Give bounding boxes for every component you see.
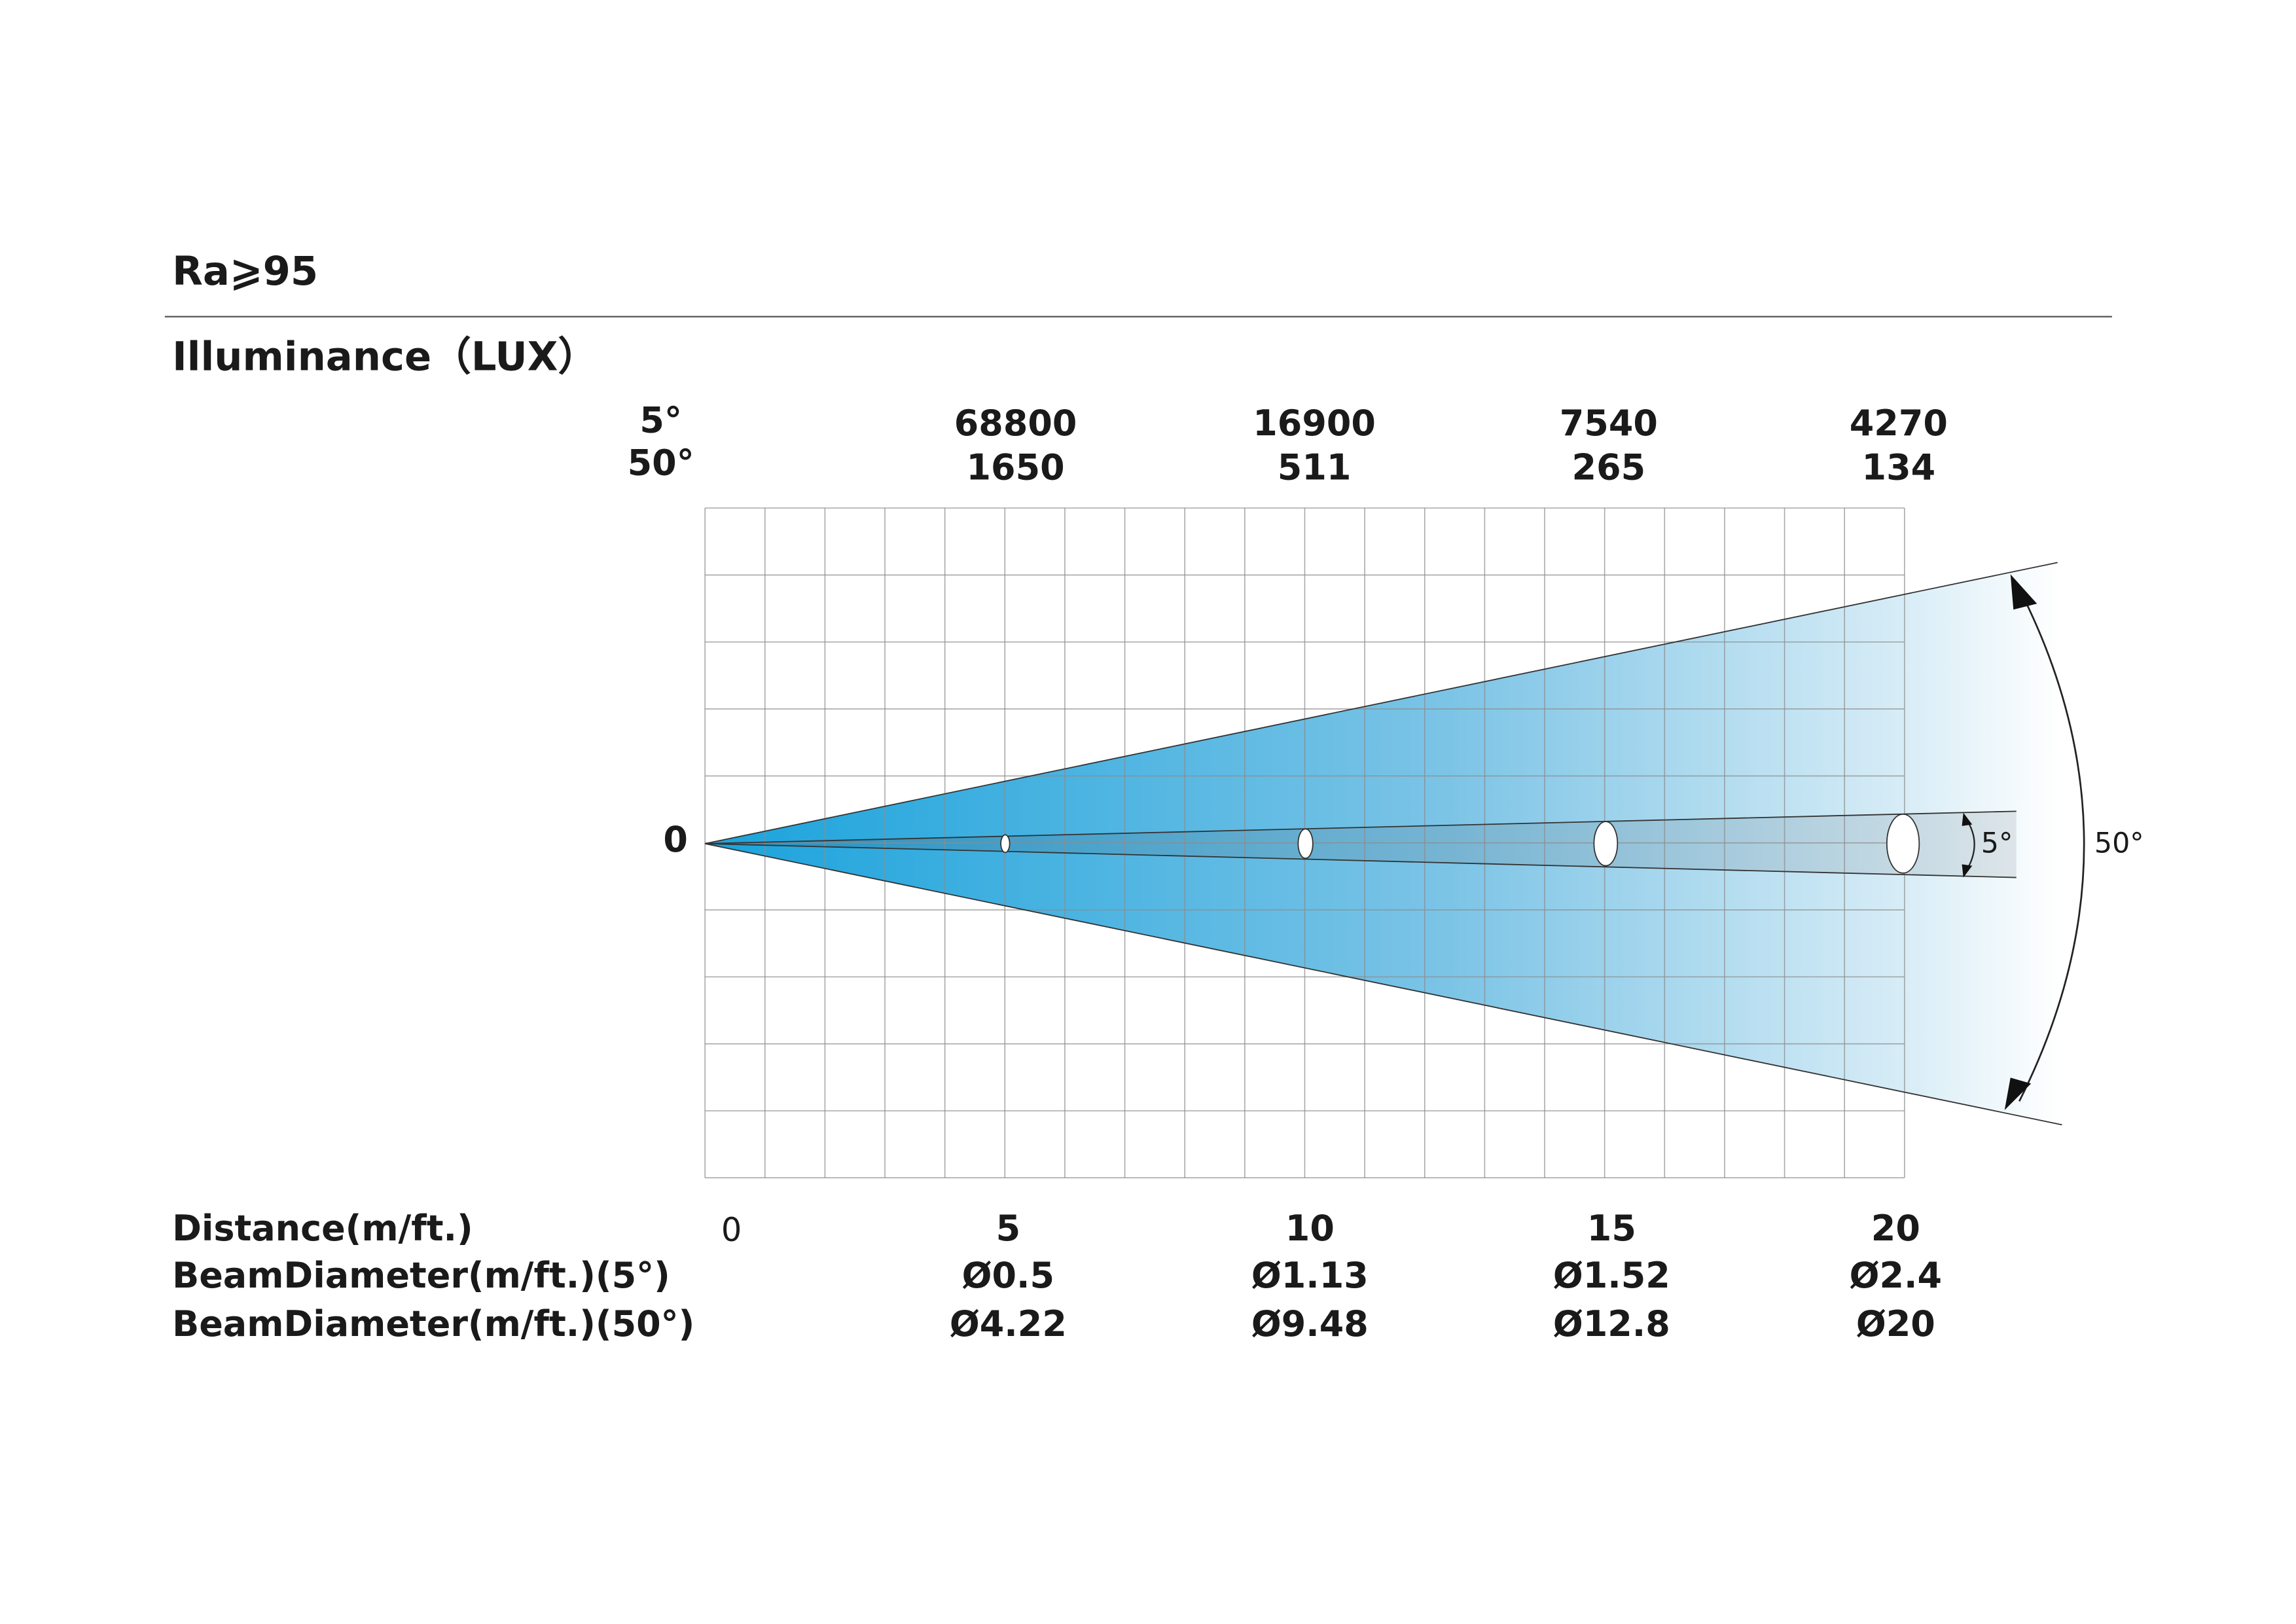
- lux-wide: 511: [1278, 446, 1352, 488]
- spot: [1886, 813, 1920, 874]
- arrow-head: [2004, 1077, 2032, 1110]
- narrow-angle-label: 5°: [1981, 827, 2013, 860]
- beam-edge: [705, 842, 2017, 878]
- row-value: Ø4.22: [950, 1303, 1067, 1344]
- lux-narrow: 7540: [1560, 403, 1658, 444]
- row-value: 5: [996, 1208, 1021, 1249]
- origin-label: 0: [663, 819, 688, 860]
- arrow-head: [1962, 812, 1973, 826]
- lux-narrow: 16900: [1253, 403, 1376, 444]
- row-label: BeamDiameter(m/ft.)(50°): [172, 1303, 694, 1344]
- wide-angle-arc: [2018, 588, 2085, 1102]
- subtitle: Illuminance（LUX）: [172, 334, 598, 380]
- row-value: Ø1.13: [1251, 1255, 1369, 1296]
- angle-narrow: 5°: [639, 399, 682, 441]
- spot: [1297, 828, 1314, 859]
- wide-angle-label: 50°: [2094, 827, 2144, 860]
- beam-edge: [705, 810, 2017, 844]
- row-value: Ø2.4: [1850, 1255, 1942, 1296]
- narrow-beam: [705, 811, 2017, 878]
- distance-start: 0: [721, 1211, 742, 1249]
- beam-edge: [704, 562, 2058, 844]
- row-value: Ø20: [1856, 1303, 1935, 1344]
- row-value: 10: [1285, 1208, 1335, 1249]
- title: Ra⩾95: [172, 249, 318, 295]
- row-value: 20: [1871, 1208, 1920, 1249]
- arrow-head: [1962, 864, 1973, 878]
- lux-narrow: 4270: [1850, 403, 1948, 444]
- row-label: Distance(m/ft.): [172, 1208, 473, 1249]
- row-value: Ø0.5: [962, 1255, 1054, 1296]
- beam-edge: [704, 842, 2062, 1126]
- lux-wide: 265: [1572, 446, 1646, 488]
- row-value: 15: [1587, 1208, 1636, 1249]
- lux-wide: 134: [1862, 446, 1936, 488]
- row-value: Ø12.8: [1553, 1303, 1670, 1344]
- row-label: BeamDiameter(m/ft.)(5°): [172, 1255, 670, 1296]
- lux-narrow: 68800: [954, 403, 1077, 444]
- row-value: Ø1.52: [1553, 1255, 1670, 1296]
- spot: [1000, 834, 1011, 854]
- angle-wide: 50°: [628, 442, 694, 484]
- table: Distance(m/ft.) 5 10 15 20 BeamDiameter(m/ft.…: [172, 1208, 1942, 1344]
- row-value: Ø9.48: [1251, 1303, 1369, 1344]
- arrow-head: [2010, 574, 2037, 610]
- spot: [1593, 821, 1619, 867]
- lux-wide: 1650: [967, 446, 1065, 488]
